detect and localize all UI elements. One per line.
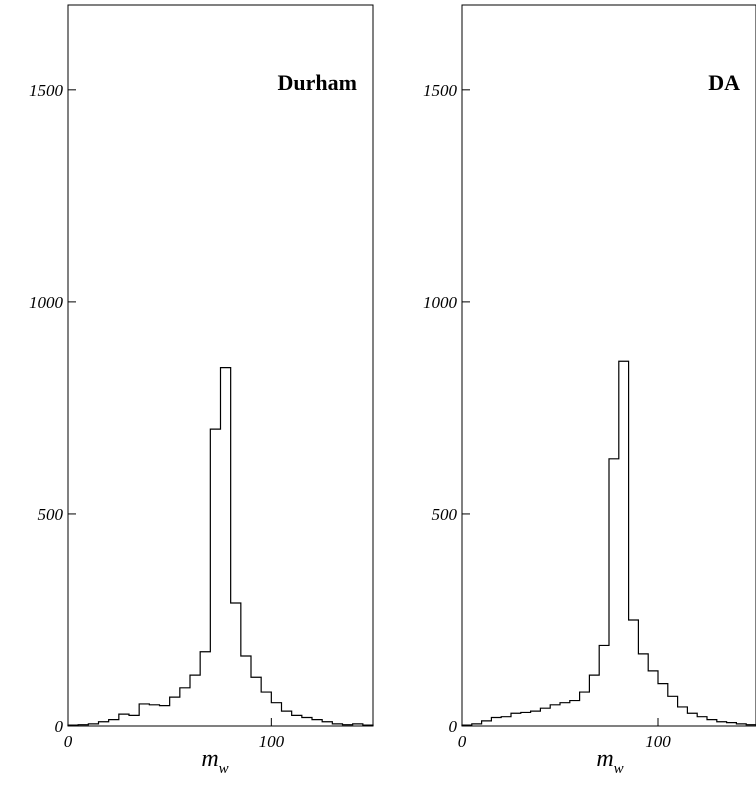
histogram-bin: [322, 722, 332, 726]
histogram-bin: [648, 671, 658, 726]
histogram-bin: [119, 714, 129, 726]
histogram-bin: [511, 713, 521, 726]
histogram-bin: [746, 725, 756, 726]
x-axis-label: mw: [201, 746, 228, 777]
panel-title: Durham: [278, 70, 357, 95]
histogram-bin: [99, 722, 109, 726]
y-tick-label: 0: [449, 717, 458, 736]
histogram-bin: [271, 703, 281, 726]
histogram-bin: [501, 717, 511, 726]
histogram-bin: [241, 656, 251, 726]
x-axis-label: mw: [596, 746, 623, 777]
plot-frame: [461, 4, 756, 727]
histogram-bin: [302, 718, 312, 726]
histogram-bin: [668, 696, 678, 726]
y-tick-label: 1000: [423, 293, 458, 312]
histogram-bin: [589, 675, 599, 726]
histogram-bin: [619, 361, 629, 726]
histogram-bin: [531, 711, 541, 726]
histogram-bin: [160, 706, 170, 726]
y-tick-label: 1500: [423, 81, 458, 100]
histogram-bin: [332, 724, 342, 726]
histogram-bin: [88, 724, 98, 726]
histogram-bin: [580, 692, 590, 726]
histogram-bin: [231, 603, 241, 726]
x-tick-label: 0: [64, 732, 73, 751]
histogram-bin: [292, 715, 302, 726]
histogram-bin: [570, 701, 580, 726]
histogram-outline: [461, 360, 756, 726]
histogram-bin: [363, 725, 373, 726]
histogram-bin: [491, 718, 501, 726]
chart-panel-1: 0 500 1000 1500 0 100 Durham mw: [29, 4, 374, 777]
histogram-bin: [180, 688, 190, 726]
histogram-bin: [638, 654, 648, 726]
histogram-bin: [707, 720, 717, 726]
histogram-bin: [687, 713, 697, 726]
histogram-bin: [550, 705, 560, 726]
y-tick-label: 0: [55, 717, 64, 736]
y-tick-label: 500: [38, 505, 64, 524]
histogram-bin: [343, 725, 353, 726]
histogram-bin: [251, 677, 261, 726]
histogram-bin: [629, 620, 639, 726]
panel-title: DA: [708, 70, 740, 95]
y-tick-label: 1000: [29, 293, 64, 312]
histogram-bin: [658, 684, 668, 726]
x-tick-label: 100: [645, 732, 671, 751]
histogram-bin: [210, 429, 220, 726]
histogram-bin: [462, 725, 472, 726]
y-tick-label: 1500: [29, 81, 64, 100]
histogram-bin: [609, 459, 619, 726]
histogram-bin: [170, 697, 180, 726]
histogram-outline: [67, 367, 374, 726]
histogram-bin: [200, 652, 210, 726]
histogram-bin: [472, 724, 482, 726]
histogram-bin: [129, 715, 139, 726]
histogram-bin: [221, 368, 231, 726]
histogram-bin: [312, 720, 322, 726]
histogram-bin: [261, 692, 271, 726]
x-axis-label-subscript: w: [614, 761, 624, 777]
histogram-bin: [78, 725, 88, 726]
histogram-bin: [521, 712, 531, 726]
plot-frame: [67, 4, 374, 727]
histogram-bin: [736, 724, 746, 726]
histogram-bin: [353, 724, 363, 726]
histogram-bin: [560, 703, 570, 726]
y-tick-label: 500: [432, 505, 458, 524]
histogram-bin: [282, 711, 292, 726]
histogram-bin: [540, 708, 550, 726]
histogram-bin: [482, 721, 492, 726]
histogram-bin: [717, 722, 727, 726]
histogram-bin: [149, 705, 159, 726]
histogram-bin: [68, 725, 78, 726]
histogram-bin: [139, 704, 149, 726]
chart-panel-2: 0 500 1000 1500 0 100 DA mw: [423, 4, 756, 777]
x-tick-label: 100: [259, 732, 285, 751]
x-tick-label: 0: [458, 732, 467, 751]
histogram-bin: [190, 675, 200, 726]
x-axis-label-subscript: w: [219, 761, 229, 777]
histogram-bin: [109, 720, 119, 726]
histogram-bin: [678, 707, 688, 726]
histogram-bin: [727, 723, 737, 726]
histogram-bin: [599, 645, 609, 726]
histogram-bin: [697, 717, 707, 726]
